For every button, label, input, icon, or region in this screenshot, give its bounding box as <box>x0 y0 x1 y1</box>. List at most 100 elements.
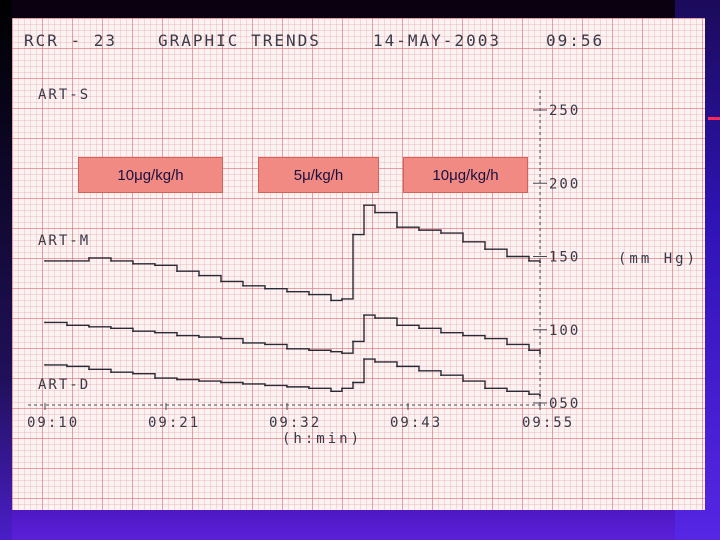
series-point-1-5 <box>154 331 156 334</box>
series-point-1-1 <box>66 324 68 327</box>
series-point-2-14 <box>341 387 343 390</box>
series-point-0-12 <box>308 293 310 296</box>
series-point-0-10 <box>264 287 266 290</box>
series-point-1-20 <box>440 331 442 334</box>
series-point-0-1 <box>66 259 68 262</box>
series-point-2-9 <box>242 383 244 385</box>
time-label: 09:56 <box>546 31 604 50</box>
bed-label: RCR - 23 <box>24 31 117 50</box>
series-point-1-8 <box>220 337 222 340</box>
series-point-0-2 <box>88 257 90 259</box>
series-point-2-21 <box>462 380 464 382</box>
series-point-1-11 <box>286 347 288 350</box>
series-point-1-21 <box>462 334 464 337</box>
series-traces <box>44 204 541 397</box>
y-tick-label-0: 050 <box>549 396 580 412</box>
series-point-1-16 <box>363 314 365 316</box>
chart-title: GRAPHIC TRENDS <box>158 31 321 50</box>
y-axis-ticks: 050 100 150 200 250 <box>533 103 580 412</box>
series-point-1-0 <box>44 321 46 324</box>
series-point-1-19 <box>418 327 420 330</box>
series-point-2-3 <box>110 371 112 374</box>
series-point-0-6 <box>176 270 178 273</box>
series-trace-0 <box>45 204 541 302</box>
series-label-0: ART-S <box>38 87 90 103</box>
series-point-0-13 <box>330 299 332 302</box>
series-point-1-7 <box>198 336 200 338</box>
series-point-2-12 <box>308 387 310 390</box>
series-point-0-7 <box>198 274 200 277</box>
series-point-2-10 <box>264 384 266 387</box>
series-point-2-0 <box>44 364 46 366</box>
dose-annotation-2: 5μ/kg/h <box>258 157 379 193</box>
x-axis-label: (h:min) <box>282 431 362 447</box>
series-label-2: ART-D <box>38 377 90 393</box>
series-point-2-8 <box>220 381 222 384</box>
series-point-2-6 <box>176 378 178 381</box>
series-point-0-19 <box>418 229 420 232</box>
series-point-0-14 <box>341 298 343 300</box>
series-point-1-12 <box>308 349 310 352</box>
series-point-2-13 <box>330 390 332 393</box>
series-point-0-16 <box>363 204 365 207</box>
series-point-0-20 <box>440 232 442 234</box>
series-point-1-10 <box>264 343 266 346</box>
series-labels: ART-S ART-M ART-D <box>38 87 90 393</box>
series-point-0-21 <box>462 240 464 243</box>
series-trace-2 <box>45 358 541 396</box>
dose-annotation-1: 10μg/kg/h <box>78 157 223 193</box>
series-point-2-4 <box>132 372 134 375</box>
series-point-2-22 <box>484 387 486 390</box>
series-point-1-25 <box>539 352 541 355</box>
x-tick-label-2: 09:32 <box>269 415 321 431</box>
series-point-2-18 <box>396 365 398 368</box>
series-point-0-4 <box>132 262 134 265</box>
series-point-0-3 <box>110 259 112 262</box>
series-point-2-25 <box>539 394 541 397</box>
series-point-0-5 <box>154 264 156 267</box>
series-point-2-19 <box>418 369 420 372</box>
date-label: 14-MAY-2003 <box>373 31 501 50</box>
series-point-1-23 <box>506 343 508 346</box>
series-point-2-1 <box>66 365 68 368</box>
series-trace-1 <box>45 314 541 354</box>
series-point-1-18 <box>396 324 398 327</box>
series-point-1-13 <box>330 350 332 353</box>
series-point-1-17 <box>374 317 376 319</box>
series-point-2-2 <box>88 368 90 371</box>
series-point-0-18 <box>396 226 398 229</box>
series-point-0-22 <box>484 248 486 251</box>
slide-background-left <box>0 0 12 540</box>
y-tick-label-3: 200 <box>549 176 580 192</box>
series-point-2-23 <box>506 390 508 393</box>
series-point-0-11 <box>286 290 288 293</box>
series-point-1-4 <box>132 330 134 333</box>
dose-annotation-3: 10μg/kg/h <box>403 157 528 193</box>
y-axis-label: (mm Hg) <box>618 251 698 267</box>
series-point-1-2 <box>88 325 90 328</box>
series-point-1-9 <box>242 342 244 344</box>
y-tick-label-2: 150 <box>549 250 580 266</box>
x-tick-label-1: 09:21 <box>148 415 200 431</box>
series-point-2-20 <box>440 374 442 377</box>
series-point-1-14 <box>341 352 343 355</box>
x-tick-label-4: 09:55 <box>522 415 574 431</box>
series-point-0-24 <box>528 259 530 262</box>
series-point-2-24 <box>528 393 530 396</box>
accent-mark <box>708 117 720 120</box>
recorder-strip <box>12 18 705 510</box>
series-point-1-22 <box>484 337 486 340</box>
series-point-0-8 <box>220 280 222 283</box>
series-point-0-17 <box>374 211 376 214</box>
series-point-2-7 <box>198 380 200 382</box>
series-point-1-6 <box>176 334 178 337</box>
series-point-1-24 <box>528 349 530 352</box>
series-point-0-23 <box>506 255 508 258</box>
series-point-2-5 <box>154 377 156 379</box>
series-point-0-15 <box>352 233 354 236</box>
series-point-2-11 <box>286 385 288 388</box>
series-point-2-16 <box>363 358 365 360</box>
series-point-2-15 <box>352 381 354 384</box>
series-label-1: ART-M <box>38 233 90 249</box>
